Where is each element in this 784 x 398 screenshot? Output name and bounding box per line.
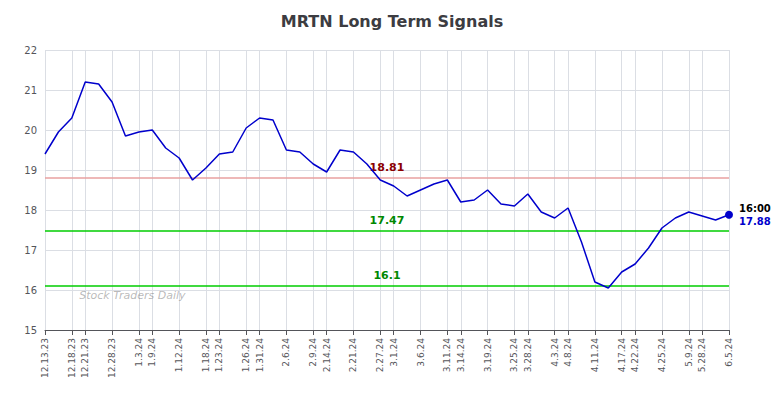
- svg-text:3.6.24: 3.6.24: [416, 338, 426, 367]
- svg-text:15: 15: [24, 325, 37, 336]
- svg-text:12.18.23: 12.18.23: [67, 338, 77, 378]
- svg-text:1.18.24: 1.18.24: [201, 338, 211, 373]
- svg-text:3.11.24: 3.11.24: [442, 338, 452, 373]
- svg-text:2.9.24: 2.9.24: [308, 338, 318, 367]
- svg-text:18.81: 18.81: [370, 161, 405, 174]
- svg-text:Stock Traders Daily: Stock Traders Daily: [79, 289, 186, 302]
- svg-text:17.47: 17.47: [370, 214, 405, 227]
- svg-text:3.25.24: 3.25.24: [509, 338, 519, 373]
- svg-text:12.21.23: 12.21.23: [80, 338, 90, 378]
- svg-text:12.13.23: 12.13.23: [40, 338, 50, 378]
- svg-text:4.3.24: 4.3.24: [550, 338, 560, 367]
- svg-text:18: 18: [24, 205, 37, 216]
- svg-text:3.14.24: 3.14.24: [456, 338, 466, 373]
- svg-text:3.28.24: 3.28.24: [523, 338, 533, 373]
- svg-text:17.88: 17.88: [739, 216, 771, 227]
- svg-text:4.22.24: 4.22.24: [630, 338, 640, 373]
- svg-text:4.25.24: 4.25.24: [657, 338, 667, 373]
- svg-text:20: 20: [24, 125, 37, 136]
- svg-text:1.9.24: 1.9.24: [147, 338, 157, 367]
- svg-text:1.26.24: 1.26.24: [241, 338, 251, 373]
- svg-text:4.8.24: 4.8.24: [563, 338, 573, 367]
- svg-text:16.1: 16.1: [373, 269, 400, 282]
- svg-text:1.3.24: 1.3.24: [134, 338, 144, 367]
- svg-text:4.11.24: 4.11.24: [590, 338, 600, 373]
- svg-text:2.14.24: 2.14.24: [322, 338, 332, 373]
- svg-text:2.6.24: 2.6.24: [281, 338, 291, 367]
- svg-text:22: 22: [24, 45, 37, 56]
- svg-text:16: 16: [24, 285, 37, 296]
- svg-text:2.27.24: 2.27.24: [375, 338, 385, 373]
- svg-text:1.31.24: 1.31.24: [255, 338, 265, 373]
- svg-text:3.1.24: 3.1.24: [389, 338, 399, 367]
- svg-text:12.28.23: 12.28.23: [107, 338, 117, 378]
- svg-text:MRTN Long Term Signals: MRTN Long Term Signals: [281, 12, 503, 31]
- svg-text:2.21.24: 2.21.24: [348, 338, 358, 373]
- svg-text:17: 17: [24, 245, 37, 256]
- svg-text:16:00: 16:00: [739, 203, 771, 214]
- svg-text:21: 21: [24, 85, 37, 96]
- svg-text:1.23.24: 1.23.24: [214, 338, 224, 373]
- svg-text:19: 19: [24, 165, 37, 176]
- svg-text:6.5.24: 6.5.24: [724, 338, 734, 367]
- svg-text:5.28.24: 5.28.24: [697, 338, 707, 373]
- svg-text:3.19.24: 3.19.24: [483, 338, 493, 373]
- svg-text:1.12.24: 1.12.24: [174, 338, 184, 373]
- svg-text:5.9.24: 5.9.24: [684, 338, 694, 367]
- svg-text:4.17.24: 4.17.24: [617, 338, 627, 373]
